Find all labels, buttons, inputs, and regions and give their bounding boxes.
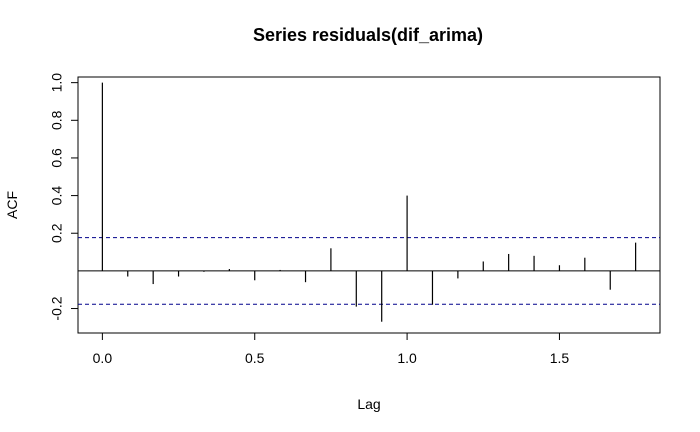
plot-box [77, 76, 661, 334]
y-tick-label: 1.0 [49, 73, 65, 93]
confidence-bounds [78, 237, 660, 305]
x-tick-label: 1.0 [397, 350, 417, 366]
x-tick-label: 0.5 [245, 350, 265, 366]
y-axis-label: ACF [4, 191, 20, 219]
x-tick-label: 1.5 [550, 350, 570, 366]
acf-bars [101, 82, 637, 322]
y-tick-label: 0.4 [49, 186, 65, 206]
x-axis-label: Lag [357, 396, 380, 412]
y-tick-label: 0.6 [49, 148, 65, 168]
y-tick-label: 0.8 [49, 110, 65, 130]
x-tick-label: 0.0 [93, 350, 113, 366]
chart-title: Series residuals(dif_arima) [253, 25, 483, 45]
y-axis: -0.2 0.2 0.4 0.6 0.8 1.0 [49, 73, 79, 321]
y-tick-label: 0.2 [49, 223, 65, 243]
x-axis: 0.0 0.5 1.0 1.5 [93, 332, 570, 366]
y-tick-label: -0.2 [49, 296, 65, 320]
